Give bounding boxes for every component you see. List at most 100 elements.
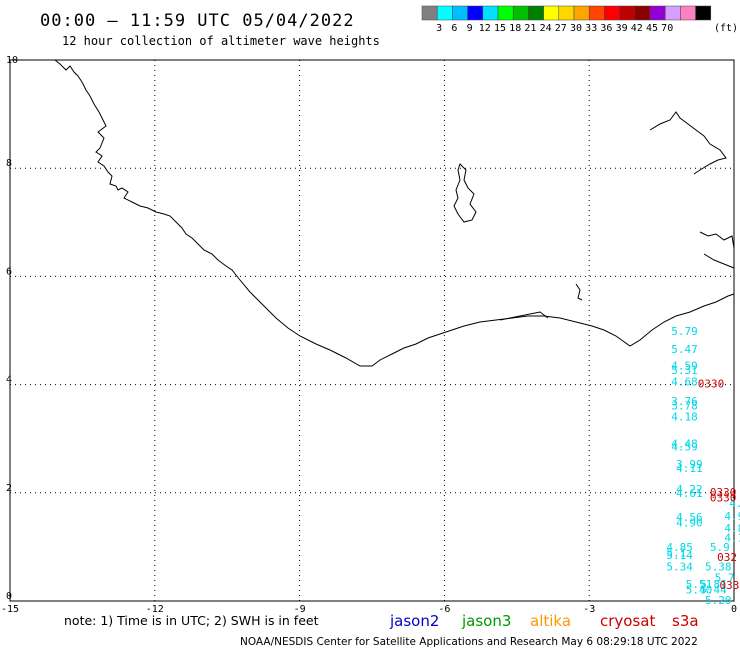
legend-label: 21 xyxy=(524,23,536,34)
satellite-s3a: s3a xyxy=(672,612,699,630)
legend-swatch xyxy=(436,5,453,21)
legend-swatch xyxy=(497,5,514,21)
plot-frame xyxy=(9,59,735,602)
satellite-jason2: jason2 xyxy=(389,612,439,630)
swh-value-jason: 5.51 xyxy=(686,578,713,591)
legend-label: 27 xyxy=(555,23,567,34)
legend-label: 12 xyxy=(479,23,491,34)
x-tick-label: -3 xyxy=(583,604,595,615)
swh-time-cryosat: 0330 xyxy=(698,378,725,391)
satellite-jason3: jason3 xyxy=(461,612,511,630)
legend-label: 39 xyxy=(616,23,628,34)
legend-label: 15 xyxy=(494,23,506,34)
legend-swatch xyxy=(680,5,696,21)
swh-value-jason: 5.34 xyxy=(666,561,693,574)
swh-value-jason: 5.7 xyxy=(715,572,735,585)
legend-swatch xyxy=(512,5,529,21)
x-axis-ticks: -15 -12 -9 -6 -3 0 xyxy=(1,604,737,615)
swh-value-jason: 4.61 xyxy=(676,487,703,500)
swh-time-cryosat: 0330 xyxy=(710,491,737,504)
satellite-cryosat: cryosat xyxy=(600,612,655,630)
legend-swatch xyxy=(467,5,484,21)
satellite-legend: jason2 jason3 altika cryosat s3a xyxy=(389,612,699,630)
legend-label: 36 xyxy=(600,23,612,34)
coastline-east-lower xyxy=(699,231,735,269)
swh-value-jason: 4.59 xyxy=(671,441,698,454)
legend-swatch xyxy=(619,5,636,21)
x-tick-label: -12 xyxy=(146,604,164,615)
legend-label: 30 xyxy=(570,23,582,34)
legend-swatch xyxy=(695,5,712,21)
swh-value-jason: 4.5 xyxy=(729,497,740,510)
map-title: 00:00 – 11:59 UTC 05/04/2022 xyxy=(40,11,355,31)
legend-label: 45 xyxy=(646,23,658,34)
lat-lon-grid xyxy=(10,60,734,601)
observations-layer: 5.795.474.595.314.683.763.784.184.484.59… xyxy=(666,325,740,607)
swh-value-jason: 5.81 xyxy=(700,578,727,591)
coastline-islet xyxy=(499,283,583,321)
legend-swatch xyxy=(588,5,605,21)
swh-value-jason: 4.1 xyxy=(724,531,740,544)
swh-value-jason: 3.99 xyxy=(676,458,703,471)
legend-label: 3 xyxy=(436,23,442,34)
y-tick-label: 0 xyxy=(6,591,12,602)
y-tick-label: 10 xyxy=(6,55,18,66)
legend-swatch xyxy=(528,5,544,21)
legend-label: 24 xyxy=(540,23,552,34)
swh-value-jason: 5.47 xyxy=(671,343,698,356)
coastline-main xyxy=(54,59,735,367)
legend-swatch xyxy=(482,5,499,21)
swh-value-jason: 4.85 xyxy=(666,541,693,554)
legend-swatch xyxy=(604,5,620,21)
legend-label: 42 xyxy=(631,23,643,34)
x-tick-label: -9 xyxy=(294,604,306,615)
wave-height-legend: 3 6 9 12 15 18 21 24 27 30 33 36 39 42 45 70 xyxy=(421,5,712,34)
swh-value-jason: 5.40 xyxy=(686,583,713,596)
footer-credit: NOAA/NESDIS Center for Satellite Applica… xyxy=(240,636,698,648)
swh-time-cryosat: 0330 xyxy=(710,486,737,499)
legend-swatch xyxy=(421,5,438,21)
swh-value-jason: 4.11 xyxy=(676,462,703,475)
swh-value-jason: 4.59 xyxy=(671,359,698,372)
swh-value-jason: 5.14 xyxy=(666,549,693,562)
legend-swatch xyxy=(558,5,575,21)
x-tick-label: -6 xyxy=(438,604,450,615)
swh-value-jason: 4.22 xyxy=(676,483,703,496)
legend-swatch xyxy=(649,5,666,21)
legend-label: 6 xyxy=(451,23,457,34)
swh-value-jason: 5.79 xyxy=(671,325,698,338)
swh-time-cryosat: 033 xyxy=(720,579,740,592)
swh-value-jason: 4.90 xyxy=(676,516,703,529)
y-axis-ticks: 0 2 4 6 8 10 xyxy=(6,55,18,602)
footer-note: note: 1) Time is in UTC; 2) SWH is in fe… xyxy=(64,613,319,628)
legend-label: 33 xyxy=(585,23,597,34)
legend-swatch xyxy=(664,5,681,21)
swh-value-jason: 4.48 xyxy=(671,437,698,450)
legend-swatch xyxy=(634,5,651,21)
swh-value-jason: 3.78 xyxy=(671,399,698,412)
satellite-altika: altika xyxy=(530,612,571,630)
swh-value-jason: 5.20 xyxy=(705,594,732,607)
x-tick-label: -15 xyxy=(1,604,19,615)
legend-label: 70 xyxy=(661,23,673,34)
swh-value-jason: 5.44 xyxy=(700,583,727,596)
swh-value-jason: 3.76 xyxy=(671,395,698,408)
coastline-lake-volta xyxy=(453,163,477,223)
swh-value-jason: 4.18 xyxy=(671,410,698,423)
legend-label: 18 xyxy=(509,23,521,34)
swh-value-jason: 4.56 xyxy=(676,511,703,524)
swh-value-jason: 4.68 xyxy=(671,376,698,389)
legend-swatch xyxy=(573,5,590,21)
swh-value-jason: 5.1 xyxy=(666,547,686,560)
legend-unit: (ft) xyxy=(714,23,738,34)
coastline-east-inland xyxy=(649,111,727,175)
map-plot-area: 5.795.474.595.314.683.763.784.184.484.59… xyxy=(9,59,740,607)
y-tick-label: 4 xyxy=(6,375,12,386)
swh-value-jason: 4.8 xyxy=(724,522,740,535)
swh-value-jason: 4.9 xyxy=(724,510,740,523)
map-subtitle: 12 hour collection of altimeter wave hei… xyxy=(62,34,380,48)
y-tick-label: 8 xyxy=(6,158,12,169)
x-tick-label: 0 xyxy=(731,604,737,615)
legend-swatch xyxy=(543,5,560,21)
